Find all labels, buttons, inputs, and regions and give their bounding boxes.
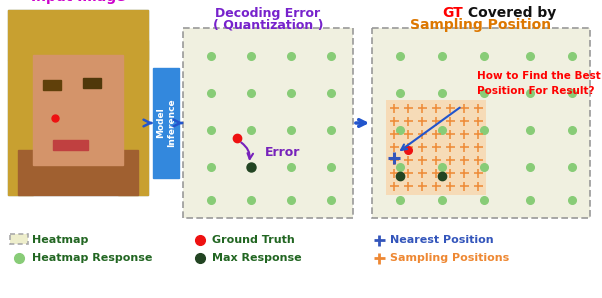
Bar: [118, 40, 148, 195]
Bar: [8, 60, 33, 195]
Text: Heatmap: Heatmap: [32, 235, 88, 245]
Bar: [183, 28, 353, 218]
Text: GT: GT: [442, 6, 463, 20]
Text: Covered by: Covered by: [463, 6, 556, 20]
Bar: [10, 234, 28, 244]
Bar: [53, 140, 88, 150]
Bar: [33, 55, 123, 165]
Text: Decoding Error: Decoding Error: [216, 7, 320, 19]
Text: Heatmap Response: Heatmap Response: [32, 253, 152, 263]
Bar: [18, 30, 138, 185]
Text: Max Response: Max Response: [212, 253, 302, 263]
Text: Input Image: Input Image: [31, 0, 125, 4]
Bar: [372, 28, 590, 218]
Bar: [18, 150, 138, 195]
Text: Error: Error: [265, 147, 300, 159]
Text: Ground Truth: Ground Truth: [212, 235, 295, 245]
Text: Nearest Position: Nearest Position: [390, 235, 494, 245]
Bar: [386, 100, 486, 195]
Text: How to Find the Best: How to Find the Best: [477, 71, 601, 81]
Text: Position For Result?: Position For Result?: [477, 86, 595, 96]
Bar: [153, 68, 179, 178]
Text: Model
Inference: Model Inference: [156, 99, 176, 147]
Bar: [43, 80, 61, 90]
Text: Sampling Position: Sampling Position: [411, 18, 551, 32]
Text: ( Quantization ): ( Quantization ): [213, 18, 323, 32]
Text: Sampling Positions: Sampling Positions: [390, 253, 509, 263]
Bar: [8, 10, 148, 60]
Bar: [83, 78, 101, 88]
Bar: [8, 10, 148, 195]
